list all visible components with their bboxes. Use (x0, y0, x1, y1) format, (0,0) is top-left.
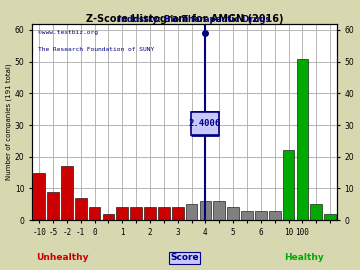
Bar (297, 59, 308, 220)
Bar (89, 207, 100, 220)
Bar (241, 211, 253, 220)
Bar (75, 198, 87, 220)
Bar (47, 192, 59, 220)
Bar (213, 201, 225, 220)
Bar (172, 207, 184, 220)
Bar (130, 207, 142, 220)
Text: Unhealthy: Unhealthy (36, 254, 89, 262)
Bar (310, 204, 322, 220)
Bar (33, 173, 45, 220)
Bar (255, 211, 267, 220)
Bar (186, 204, 197, 220)
Bar (144, 207, 156, 220)
Bar (269, 211, 280, 220)
Bar (227, 207, 239, 220)
Bar (158, 207, 170, 220)
Text: Industry: Bio Therapeutic Drugs: Industry: Bio Therapeutic Drugs (118, 15, 271, 24)
Bar (103, 214, 114, 220)
Bar (61, 166, 73, 220)
Text: Score: Score (170, 254, 199, 262)
Text: ©www.textbiz.org: ©www.textbiz.org (38, 29, 98, 35)
Y-axis label: Number of companies (191 total): Number of companies (191 total) (5, 63, 12, 180)
Bar (199, 201, 211, 220)
Bar (283, 150, 294, 220)
Bar (116, 207, 128, 220)
Text: 2.4006: 2.4006 (189, 119, 221, 128)
Title: Z-Score Histogram for AMGN (2016): Z-Score Histogram for AMGN (2016) (86, 14, 283, 24)
Bar (324, 214, 336, 220)
Text: Healthy: Healthy (284, 254, 323, 262)
FancyBboxPatch shape (191, 112, 219, 134)
Text: The Research Foundation of SUNY: The Research Foundation of SUNY (38, 47, 154, 52)
